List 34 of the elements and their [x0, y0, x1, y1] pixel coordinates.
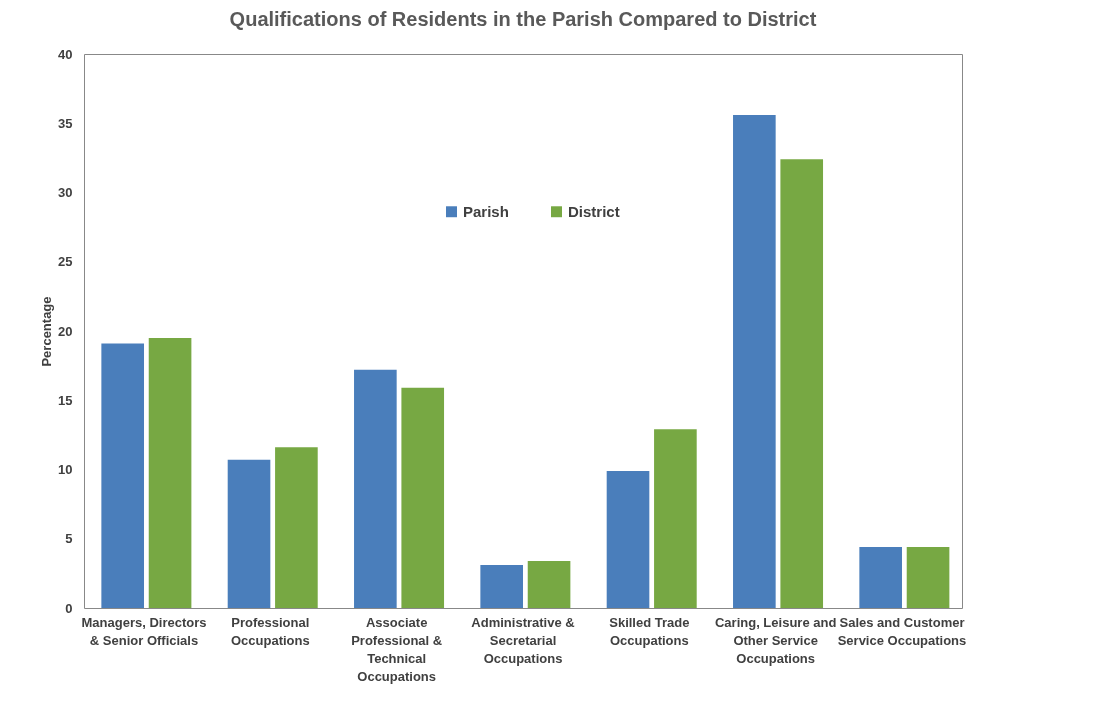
bar	[606, 470, 650, 608]
bar	[527, 560, 571, 608]
bar	[654, 429, 697, 608]
bar	[275, 447, 318, 608]
x-tick-label: Sales and Customer Service Occupations	[837, 614, 967, 648]
y-tick-label: 25	[58, 254, 73, 270]
y-tick-label: 40	[58, 46, 73, 62]
bar	[101, 343, 145, 608]
x-tick-label: Associate Professional & Technical Occupations	[351, 614, 443, 684]
y-tick-label: 30	[58, 185, 73, 200]
bar	[859, 547, 902, 608]
x-tick-label: Caring, Leisure and Other Service Occupations	[714, 614, 837, 666]
y-tick-label: 35	[58, 115, 73, 131]
bar	[401, 387, 445, 608]
bar	[354, 369, 397, 608]
y-tick-label: 10	[58, 462, 73, 477]
y-tick-label: 0	[65, 600, 73, 616]
bar	[780, 159, 824, 608]
bar	[733, 114, 776, 608]
y-tick-label: 5	[65, 531, 73, 547]
legend-label: Parish	[463, 202, 509, 220]
x-tick-label: Skilled Trade Occupations	[609, 614, 690, 648]
x-tick-label: Managers, Directors & Senior Officials	[81, 614, 207, 648]
bar	[148, 337, 192, 608]
bar	[227, 459, 271, 608]
chart-title: Qualifications of Residents in the Parish Compared to District	[229, 8, 817, 30]
y-tick-label: 20	[58, 323, 73, 339]
bar	[906, 547, 950, 608]
y-tick-label: 15	[58, 392, 73, 408]
x-tick-label: Administrative & Secretarial Occupations	[471, 614, 575, 666]
legend-label: District	[568, 202, 620, 220]
bar	[480, 565, 523, 608]
x-tick-label: Professional Occupations	[230, 614, 310, 648]
y-axis-title: Percentage	[39, 296, 55, 367]
